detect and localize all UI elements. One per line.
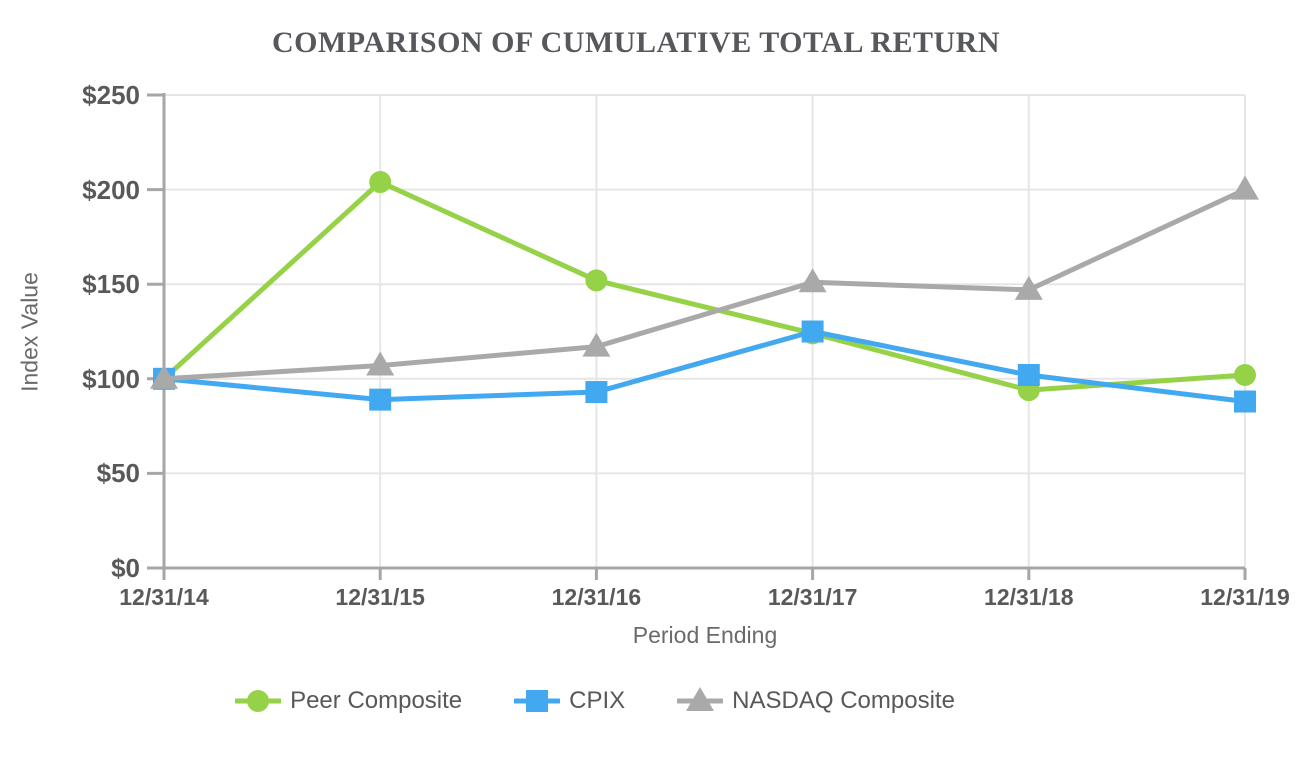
legend-label: NASDAQ Composite (732, 687, 955, 714)
y-tick-label: $0 (111, 553, 140, 583)
y-tick-label: $150 (82, 269, 140, 300)
legend-item-cpix: CPIX (514, 686, 625, 716)
x-tick-label: 12/31/16 (551, 584, 642, 610)
y-tick-label: $200 (82, 174, 140, 205)
x-tick-label: 12/31/17 (767, 584, 858, 610)
y-axis-title: Index Value (16, 272, 43, 392)
y-tick-label: $100 (82, 363, 140, 394)
peer-composite-marker-icon (235, 690, 282, 712)
nasdaq-composite-marker-icon (677, 687, 724, 711)
chart-title: COMPARISON OF CUMULATIVE TOTAL RETURN (271, 26, 1000, 59)
x-tick-label: 12/31/15 (335, 584, 425, 610)
y-tick-label: $250 (82, 80, 140, 110)
legend-item-nasdaq-composite: NASDAQ Composite (677, 686, 955, 716)
x-tick-label: 12/31/18 (984, 584, 1074, 610)
x-tick-label: 12/31/19 (1200, 584, 1290, 610)
x-tick-label: 12/31/14 (119, 584, 209, 610)
legend-label: CPIX (569, 687, 626, 714)
legend: Peer Composite CPIX NASDAQ Composite (0, 686, 1190, 716)
cpix-marker-icon (514, 690, 561, 712)
legend-label: Peer Composite (290, 687, 463, 714)
legend-item-peer-composite: Peer Composite (235, 686, 462, 716)
y-tick-label: $50 (96, 458, 140, 489)
x-axis-title: Period Ending (632, 622, 778, 648)
